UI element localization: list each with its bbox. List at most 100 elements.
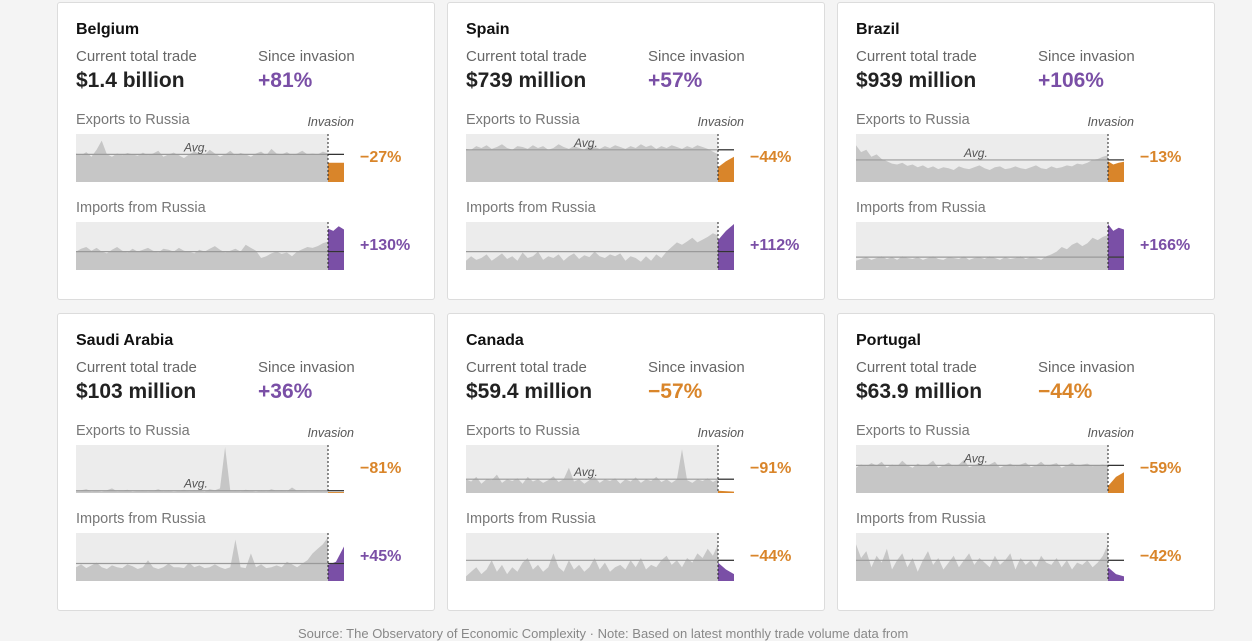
trade-area [856,544,1108,581]
invasion-label: Invasion [307,426,354,440]
post-invasion-area [1108,567,1124,581]
exports-change: −81% [360,460,402,477]
since-invasion-value: +57% [648,69,703,92]
imports-label: Imports from Russia [76,511,206,527]
exports-sparkline: Avg. [856,445,1124,493]
trade-area [856,235,1108,270]
country-card-saudi-arabia: Saudi Arabia Current total trade Since inv… [57,313,435,611]
country-card-spain: Spain Current total trade Since invasion $7… [447,2,825,300]
post-invasion-area [1108,224,1124,270]
since-invasion-label: Since invasion [1038,359,1135,376]
trade-area [466,233,718,270]
imports-sparkline [76,533,344,581]
exports-label: Exports to Russia [856,112,970,128]
imports-label: Imports from Russia [856,200,986,216]
total-trade-label: Current total trade [466,48,587,65]
post-invasion-area [718,224,734,270]
imports-sparkline [856,222,1124,270]
avg-label: Avg. [183,477,208,491]
post-invasion-area [718,490,734,493]
post-invasion-area [1108,161,1124,182]
imports-sparkline [76,222,344,270]
post-invasion-area [328,492,344,493]
invasion-label: Invasion [1087,115,1134,129]
total-trade-label: Current total trade [76,48,197,65]
trade-area [466,544,718,581]
trade-area [76,537,328,581]
trade-area [856,145,1108,182]
post-invasion-area [718,156,734,182]
imports-sparkline [466,222,734,270]
exports-label: Exports to Russia [76,112,190,128]
imports-change: −44% [750,548,792,565]
since-invasion-label: Since invasion [258,359,355,376]
country-name: Canada [466,332,524,349]
total-trade-label: Current total trade [76,359,197,376]
imports-change: +45% [360,548,402,565]
total-trade-value: $63.9 million [856,380,983,403]
avg-label: Avg. [963,146,988,160]
country-name: Brazil [856,21,900,38]
since-invasion-value: −44% [1038,380,1093,403]
country-card-portugal: Portugal Current total trade Since invasio… [837,313,1215,611]
invasion-label: Invasion [697,426,744,440]
since-invasion-value: +36% [258,380,313,403]
post-invasion-area [328,162,344,182]
since-invasion-label: Since invasion [648,48,745,65]
country-name: Saudi Arabia [76,332,174,349]
imports-change: +130% [360,237,411,254]
since-invasion-label: Since invasion [648,359,745,376]
imports-label: Imports from Russia [856,511,986,527]
avg-label: Avg. [963,451,988,465]
exports-label: Exports to Russia [856,423,970,439]
invasion-label: Invasion [307,115,354,129]
imports-change: +112% [750,237,800,254]
exports-sparkline: Avg. [76,134,344,182]
chart-background [76,445,328,493]
exports-sparkline: Avg. [466,134,734,182]
total-trade-label: Current total trade [856,359,977,376]
trade-area [466,449,718,493]
country-card-brazil: Brazil Current total trade Since invasion $… [837,2,1215,300]
post-invasion-area [1108,472,1124,493]
country-name: Belgium [76,21,140,38]
exports-change: −59% [1140,460,1182,477]
total-trade-label: Current total trade [466,359,587,376]
exports-change: −13% [1140,149,1182,166]
exports-change: −91% [750,460,792,477]
exports-sparkline: Avg. [856,134,1124,182]
imports-sparkline [856,533,1124,581]
post-invasion-area [718,562,734,581]
total-trade-value: $103 million [76,380,197,403]
imports-label: Imports from Russia [76,200,206,216]
imports-label: Imports from Russia [466,511,596,527]
country-name: Portugal [856,332,921,349]
exports-label: Exports to Russia [466,423,580,439]
exports-change: −27% [360,149,402,166]
imports-label: Imports from Russia [466,200,596,216]
invasion-label: Invasion [697,115,744,129]
exports-label: Exports to Russia [466,112,580,128]
since-invasion-value: +106% [1038,69,1104,92]
since-invasion-label: Since invasion [1038,48,1135,65]
country-card-canada: Canada Current total trade Since invasion $… [447,313,825,611]
source-note: Source: The Observatory of Economic Comp… [298,626,909,641]
avg-label: Avg. [573,136,598,150]
exports-change: −44% [750,149,792,166]
total-trade-label: Current total trade [856,48,977,65]
exports-sparkline: Avg. [466,445,734,493]
total-trade-value: $59.4 million [466,380,593,403]
country-name: Spain [466,21,510,38]
avg-label: Avg. [183,140,208,154]
trade-area [466,144,718,182]
since-invasion-label: Since invasion [258,48,355,65]
post-invasion-area [328,226,344,270]
avg-label: Avg. [573,465,598,479]
invasion-label: Invasion [1087,426,1134,440]
imports-sparkline [466,533,734,581]
trade-area [76,140,328,182]
country-card-belgium: Belgium Current total trade Since invasion… [57,2,435,300]
total-trade-value: $1.4 billion [76,69,185,92]
trade-area [76,241,328,270]
imports-change: −42% [1140,548,1182,565]
